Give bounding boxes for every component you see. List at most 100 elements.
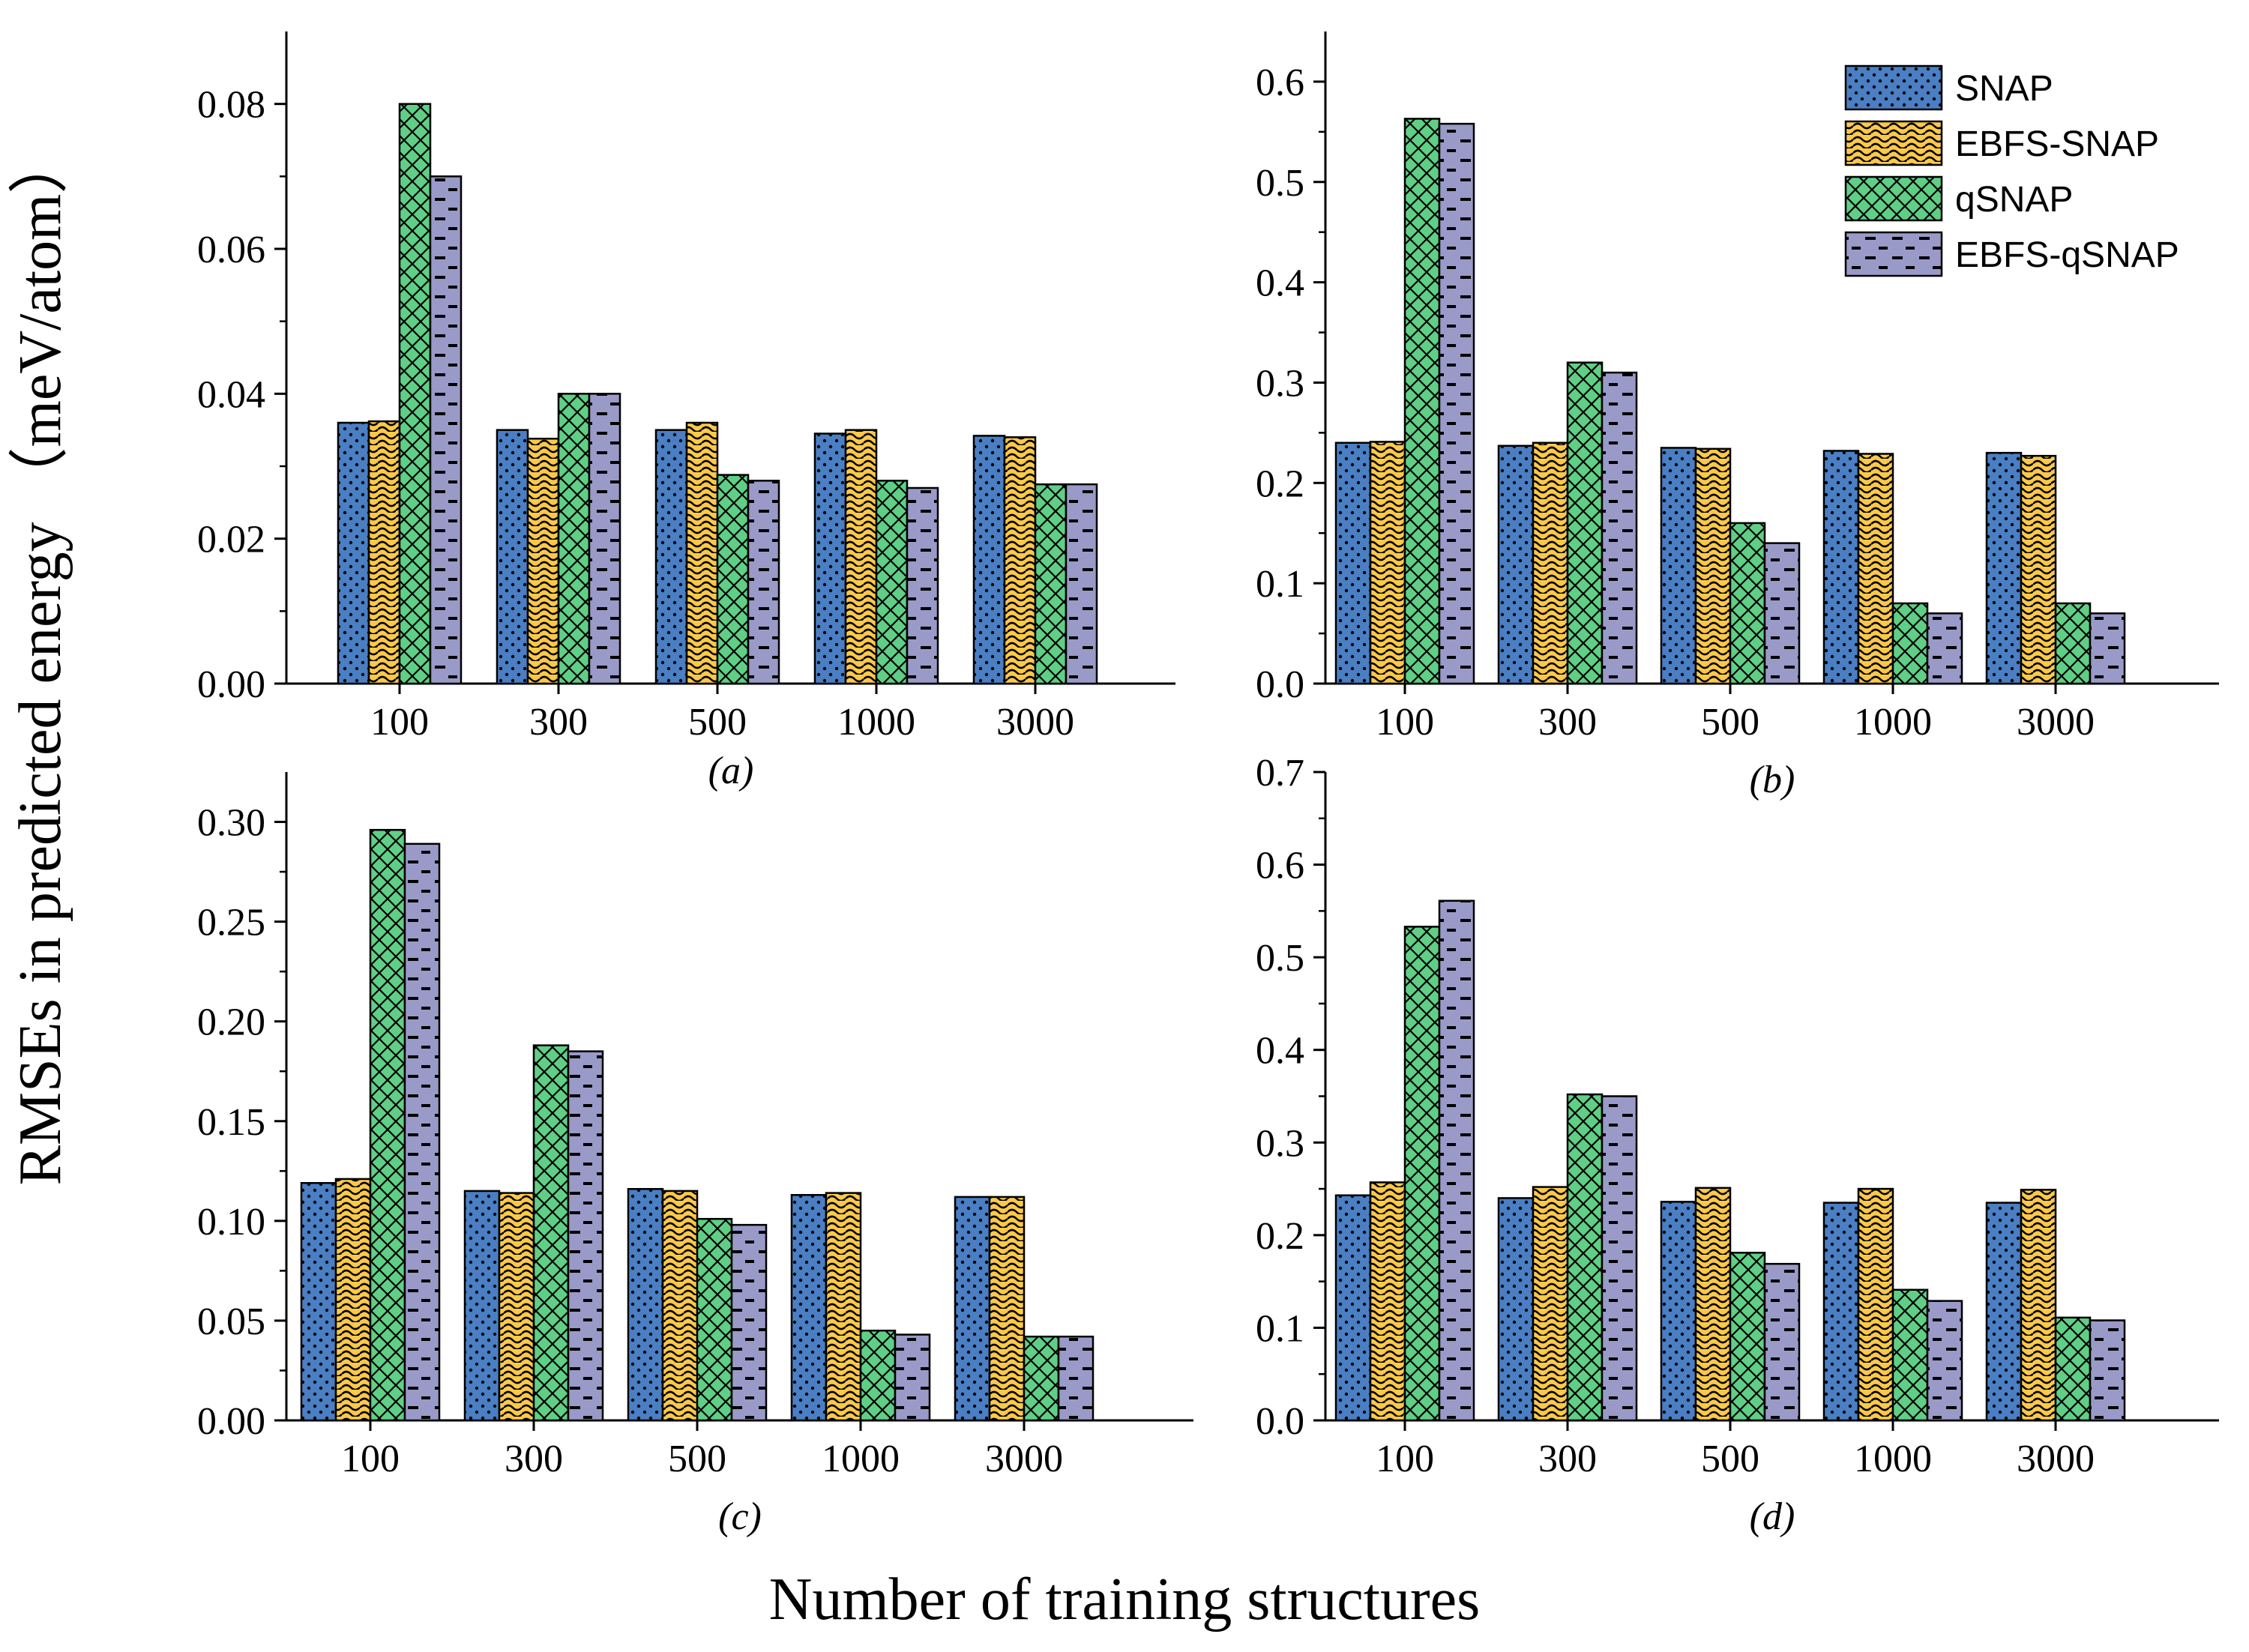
bar-qsnap-500 bbox=[716, 474, 750, 685]
x-tick-label: 500 bbox=[1701, 1438, 1759, 1480]
bar-ebfs-qsnap-3000 bbox=[1057, 1335, 1095, 1422]
bar-ebfs-qsnap-1000 bbox=[1926, 1300, 1963, 1422]
bar-ebfs-qsnap-300 bbox=[567, 1050, 604, 1422]
bar-ebfs-qsnap-3000 bbox=[1065, 483, 1098, 685]
bar-ebfs-snap-3000 bbox=[2020, 454, 2057, 685]
bar-ebfs-snap-500 bbox=[1694, 1187, 1732, 1422]
x-tick-label: 100 bbox=[1376, 1438, 1434, 1480]
y-tick-label: 0.20 bbox=[197, 1001, 265, 1044]
bar-snap-1000 bbox=[790, 1193, 828, 1422]
bar-qsnap-500 bbox=[1729, 1252, 1766, 1422]
bar-snap-3000 bbox=[954, 1196, 991, 1422]
bar-ebfs-snap-100 bbox=[334, 1178, 372, 1422]
legend-swatch-qsnap bbox=[1844, 175, 1943, 222]
bar-snap-3000 bbox=[1985, 1202, 2023, 1422]
x-tick-label: 300 bbox=[505, 1438, 563, 1480]
legend-label: qSNAP bbox=[1955, 180, 2073, 220]
bar-qsnap-300 bbox=[1566, 361, 1604, 685]
bar-snap-1000 bbox=[1822, 1202, 1860, 1422]
bar-ebfs-qsnap-1000 bbox=[894, 1333, 931, 1422]
bar-ebfs-qsnap-1000 bbox=[906, 486, 939, 685]
bar-ebfs-snap-500 bbox=[1694, 447, 1732, 685]
y-tick-label: 0.2 bbox=[1256, 1215, 1304, 1258]
x-tick-label: 3000 bbox=[2017, 701, 2095, 744]
y-tick-label: 0.7 bbox=[1256, 752, 1304, 795]
bar-snap-500 bbox=[654, 429, 688, 685]
x-tick-label: 300 bbox=[1538, 1438, 1597, 1480]
bar-qsnap-3000 bbox=[1034, 483, 1068, 685]
bar-ebfs-qsnap-500 bbox=[730, 1223, 768, 1422]
x-tick-label: 500 bbox=[688, 701, 747, 744]
y-tick-label: 0.30 bbox=[197, 802, 265, 845]
bar-snap-500 bbox=[1660, 1201, 1697, 1422]
y-tick-label: 0.04 bbox=[197, 373, 265, 416]
bar-ebfs-snap-300 bbox=[1532, 441, 1569, 685]
bar-ebfs-qsnap-1000 bbox=[1926, 612, 1963, 685]
panel-caption: (d) bbox=[1750, 1495, 1795, 1538]
bar-ebfs-qsnap-500 bbox=[1763, 542, 1801, 685]
y-tick-label: 0.25 bbox=[197, 902, 265, 944]
bar-qsnap-3000 bbox=[2054, 1316, 2092, 1422]
legend-label: EBFS-SNAP bbox=[1955, 124, 2159, 164]
panel-b: 0.0 0.1 0.2 0.3 0.4 0.5 0.6 100 300 500 1000 3000 (b… bbox=[1256, 31, 2219, 801]
y-tick-label: 0.5 bbox=[1256, 937, 1304, 980]
x-tick-label: 500 bbox=[668, 1438, 726, 1480]
bar-ebfs-qsnap-100 bbox=[429, 175, 463, 685]
bar-qsnap-300 bbox=[1566, 1093, 1604, 1422]
bar-qsnap-100 bbox=[1403, 118, 1441, 685]
bar-qsnap-100 bbox=[398, 103, 432, 685]
y-tick-label: 0.4 bbox=[1256, 1030, 1304, 1073]
bar-snap-100 bbox=[1334, 441, 1372, 685]
bar-qsnap-300 bbox=[557, 393, 591, 685]
x-tick-label: 3000 bbox=[996, 701, 1074, 744]
x-tick-label: 1000 bbox=[837, 701, 915, 744]
x-tick-label: 300 bbox=[1538, 701, 1597, 744]
x-tick-label: 1000 bbox=[822, 1438, 900, 1480]
bar-ebfs-snap-100 bbox=[367, 420, 401, 685]
bar-snap-3000 bbox=[1985, 451, 2023, 685]
panel-d: 0.0 0.1 0.2 0.3 0.4 0.5 0.6 0.7 100 300 500 1000 300… bbox=[1256, 752, 2219, 1538]
y-tick-label: 0.15 bbox=[197, 1101, 265, 1144]
bar-ebfs-snap-1000 bbox=[1857, 453, 1894, 685]
y-tick-label: 0.02 bbox=[197, 519, 265, 561]
bar-qsnap-3000 bbox=[1023, 1335, 1060, 1422]
bar-snap-100 bbox=[300, 1182, 337, 1422]
x-tick-label: 3000 bbox=[985, 1438, 1063, 1480]
panel-caption: (c) bbox=[718, 1495, 762, 1538]
bar-ebfs-snap-1000 bbox=[825, 1192, 862, 1422]
x-tick-label: 1000 bbox=[1854, 701, 1932, 744]
bar-qsnap-3000 bbox=[2054, 602, 2092, 685]
bar-qsnap-1000 bbox=[1891, 1288, 1929, 1422]
bar-ebfs-qsnap-3000 bbox=[2089, 1319, 2126, 1422]
y-tick-label: 0.2 bbox=[1256, 462, 1304, 505]
x-tick-label: 300 bbox=[529, 701, 588, 744]
x-tick-label: 100 bbox=[1376, 701, 1434, 744]
y-tick-label: 0.06 bbox=[197, 229, 265, 271]
bar-ebfs-snap-300 bbox=[1532, 1186, 1569, 1422]
x-tick-label: 100 bbox=[370, 701, 429, 744]
y-tick-label: 0.1 bbox=[1256, 1307, 1304, 1350]
bar-ebfs-snap-500 bbox=[661, 1190, 699, 1422]
bar-snap-1000 bbox=[1822, 450, 1860, 685]
legend-label: EBFS-qSNAP bbox=[1955, 235, 2179, 275]
bar-ebfs-snap-3000 bbox=[988, 1196, 1026, 1422]
bar-ebfs-qsnap-3000 bbox=[2089, 612, 2126, 685]
x-tick-label: 500 bbox=[1701, 701, 1759, 744]
bar-ebfs-qsnap-300 bbox=[1601, 371, 1638, 685]
bar-qsnap-1000 bbox=[875, 480, 909, 685]
bar-ebfs-snap-300 bbox=[526, 438, 560, 685]
bar-qsnap-1000 bbox=[1891, 602, 1929, 685]
y-tick-label: 0.05 bbox=[197, 1300, 265, 1343]
x-tick-label: 100 bbox=[341, 1438, 400, 1480]
bar-ebfs-qsnap-300 bbox=[588, 393, 621, 685]
bar-ebfs-snap-100 bbox=[1369, 1181, 1406, 1422]
y-tick-label: 0.1 bbox=[1256, 563, 1304, 606]
panels: 0.00 0.02 0.04 0.06 0.08 100 300 500 1000 3000 (a)… bbox=[197, 31, 2219, 1538]
bar-ebfs-snap-3000 bbox=[2020, 1189, 2057, 1422]
bar-qsnap-1000 bbox=[859, 1329, 897, 1422]
bar-qsnap-100 bbox=[1403, 926, 1441, 1422]
bar-ebfs-snap-3000 bbox=[1003, 436, 1037, 685]
panel-c: 0.00 0.05 0.10 0.15 0.20 0.25 0.30 100 300 500 100… bbox=[197, 772, 1193, 1538]
bar-snap-1000 bbox=[813, 432, 847, 685]
legend-swatch-ebfs-qsnap bbox=[1844, 231, 1943, 277]
